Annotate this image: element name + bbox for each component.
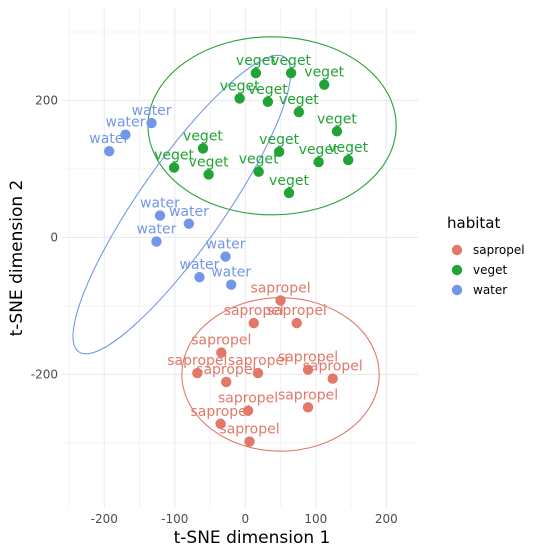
veget-point-label: veget	[189, 154, 229, 170]
x-axis-title: t-SNE dimension 1	[174, 528, 331, 548]
water-point-label: water	[206, 237, 246, 253]
sapropel-point-label: sapropel	[219, 422, 279, 438]
veget-point	[313, 156, 324, 168]
water-legend-label: water	[473, 283, 507, 297]
sapropel-legend-label: sapropel	[473, 243, 525, 257]
data-points	[104, 67, 354, 447]
sapropel-point	[252, 367, 264, 379]
water-point	[120, 129, 131, 140]
sapropel-point	[248, 317, 259, 329]
veget-point-label: veget	[220, 78, 260, 94]
veget-point-label: veget	[154, 148, 194, 164]
veget-legend-key	[451, 264, 463, 276]
x-tick-label: 200	[375, 512, 398, 526]
water-point-label: water	[140, 196, 180, 212]
sapropel-point-label: sapropel	[196, 362, 256, 378]
veget-point	[285, 67, 297, 79]
veget-legend-label: veget	[473, 263, 507, 277]
veget-point	[197, 143, 209, 154]
water-legend-key	[451, 284, 463, 296]
sapropel-point-label: sapropel	[228, 353, 288, 369]
veget-point-label: veget	[183, 128, 223, 144]
veget-point-label: veget	[304, 65, 344, 81]
sapropel-point-label: sapropel	[224, 303, 284, 319]
veget-point-label: veget	[271, 53, 311, 69]
y-tick-label: 200	[35, 93, 58, 107]
water-point-label: water	[137, 222, 177, 238]
sapropel-point	[291, 317, 302, 329]
sapropel-point-label: sapropel	[278, 350, 338, 366]
axis-ticks: -200 -100 0 100 200 -200 0 200	[31, 93, 398, 526]
water-point	[183, 218, 195, 229]
veget-point-label: veget	[259, 132, 299, 148]
sapropel-point-label: sapropel	[167, 353, 227, 369]
legend-title: habitat	[447, 214, 500, 232]
sapropel-point-label: sapropel	[218, 391, 278, 407]
x-tick-label: 100	[304, 512, 327, 526]
veget-point	[331, 126, 343, 137]
x-tick-label: -200	[91, 512, 118, 526]
veget-point	[319, 79, 330, 90]
sapropel-point-label: sapropel	[267, 303, 327, 319]
sapropel-point-label: sapropel	[303, 359, 363, 375]
sapropel-point	[216, 347, 227, 358]
veget-point	[234, 93, 245, 104]
sapropel-point-label: sapropel	[278, 387, 338, 403]
water-ellipse	[72, 54, 292, 355]
water-point	[154, 210, 166, 221]
sapropel-point	[275, 295, 286, 306]
veget-point	[293, 106, 305, 118]
sapropel-point	[302, 402, 314, 413]
veget-point-label: veget	[328, 140, 368, 156]
grid	[62, 8, 418, 508]
water-point-label: water	[169, 204, 209, 220]
x-tick-label: 0	[241, 512, 249, 526]
veget-point	[262, 96, 274, 108]
sapropel-legend-key	[451, 244, 463, 256]
veget-point-label: veget	[317, 111, 357, 127]
veget-point	[250, 67, 262, 79]
sapropel-point	[327, 373, 338, 384]
sapropel-point	[215, 418, 226, 429]
veget-point	[343, 154, 354, 166]
sapropel-point-label: sapropel	[191, 404, 251, 420]
water-point	[220, 251, 231, 262]
water-point	[194, 271, 205, 283]
veget-point-label: veget	[279, 92, 319, 108]
veget-point	[273, 146, 285, 158]
sapropel-point	[242, 405, 254, 416]
sapropel-point	[244, 436, 255, 447]
point-labels: sapropelsapropelsapropelsapropelsapropel…	[89, 53, 368, 437]
water-point-label: water	[89, 131, 129, 147]
x-tick-label: -100	[161, 512, 188, 526]
water-point	[146, 117, 157, 129]
veget-point	[253, 166, 264, 177]
veget-point-label: veget	[248, 82, 288, 98]
veget-point	[203, 169, 214, 180]
legend: habitat sapropel veget water	[447, 214, 525, 297]
sapropel-point-label: sapropel	[191, 333, 251, 349]
water-point-label: water	[106, 115, 146, 131]
veget-point-label: veget	[239, 152, 279, 168]
veget-point-label: veget	[299, 142, 339, 158]
sapropel-point	[302, 364, 314, 375]
veget-point	[168, 162, 180, 173]
water-point	[225, 279, 237, 290]
water-point-label: water	[180, 257, 220, 273]
water-point	[151, 236, 162, 247]
y-axis-title: t-SNE dimension 2	[7, 180, 27, 337]
water-point-label: water	[211, 265, 251, 281]
y-tick-label: -200	[31, 367, 58, 381]
sapropel-point	[192, 367, 203, 379]
water-point	[104, 145, 115, 157]
y-tick-label: 0	[50, 230, 58, 244]
veget-point-label: veget	[269, 173, 309, 189]
veget-point	[283, 187, 295, 199]
water-point-label: water	[132, 103, 172, 119]
sapropel-point	[221, 376, 232, 388]
veget-point-label: veget	[236, 53, 276, 69]
sapropel-point-label: sapropel	[250, 280, 310, 296]
